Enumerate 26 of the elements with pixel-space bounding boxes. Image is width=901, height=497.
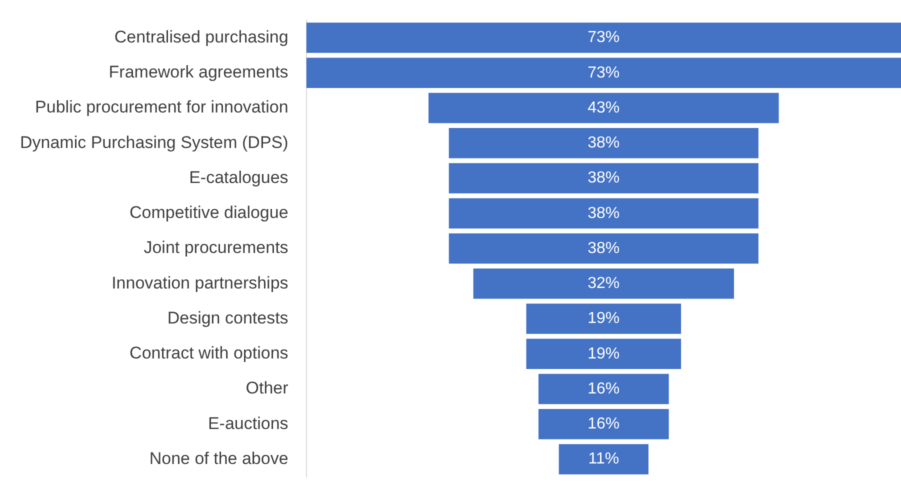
category-label: Innovation partnerships (112, 273, 288, 292)
category-label: Public procurement for innovation (35, 98, 288, 117)
data-label: 16% (588, 380, 620, 398)
data-label: 38% (588, 134, 620, 152)
data-label: 16% (588, 416, 620, 433)
data-label: 43% (588, 99, 620, 116)
category-label: Design contests (167, 308, 288, 328)
category-label: None of the above (149, 448, 288, 468)
data-label: 38% (588, 204, 620, 222)
data-label: 32% (588, 275, 620, 292)
data-label: 73% (588, 29, 620, 46)
data-label: 19% (588, 310, 620, 328)
category-label: Contract with options (130, 344, 288, 363)
data-label: 19% (588, 345, 620, 362)
data-label: 11% (588, 450, 620, 468)
category-label: Competitive dialogue (130, 203, 288, 222)
category-label: E-catalogues (189, 168, 288, 187)
category-label: Framework agreements (108, 62, 288, 82)
category-label: Joint procurements (144, 238, 288, 258)
data-label: 38% (588, 240, 620, 257)
category-label: Dynamic Purchasing System (DPS) (20, 132, 288, 152)
category-label: Other (246, 378, 289, 398)
category-label: Centralised purchasing (114, 27, 288, 46)
category-label: E-auctions (208, 414, 288, 433)
data-label: 38% (588, 170, 620, 187)
data-label: 73% (588, 64, 620, 82)
